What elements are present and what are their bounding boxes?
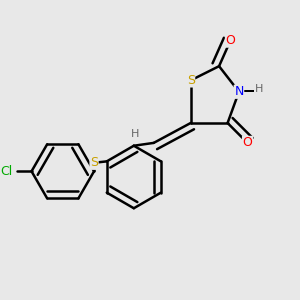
Text: S: S — [187, 74, 195, 87]
Text: H: H — [255, 84, 263, 94]
Text: O: O — [226, 34, 236, 47]
Text: H: H — [131, 129, 140, 140]
Text: N: N — [234, 85, 244, 98]
Text: O: O — [242, 136, 252, 149]
Text: S: S — [90, 156, 98, 169]
Text: Cl: Cl — [0, 165, 12, 178]
